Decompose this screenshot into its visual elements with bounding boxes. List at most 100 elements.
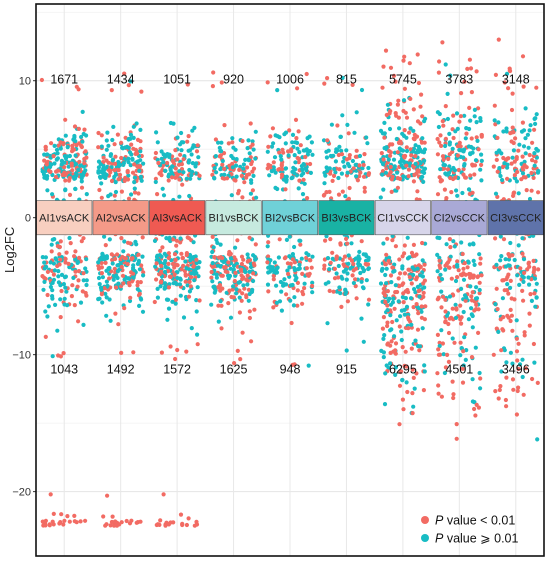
data-point [411, 107, 416, 112]
data-point [532, 360, 537, 365]
data-point [393, 283, 398, 288]
data-point [83, 290, 88, 296]
data-point [401, 133, 407, 138]
data-point [415, 119, 421, 124]
data-point [343, 287, 348, 292]
data-point [56, 274, 61, 279]
data-point [520, 154, 525, 159]
data-point [390, 300, 395, 305]
data-point [501, 315, 506, 320]
data-point [419, 92, 424, 97]
data-point [418, 104, 423, 109]
down-count-label: 1625 [220, 363, 248, 377]
data-point [302, 286, 307, 291]
data-point [64, 250, 69, 255]
data-point [534, 112, 539, 117]
data-point [194, 260, 199, 266]
data-point [523, 136, 528, 141]
data-point [477, 252, 482, 257]
data-point [134, 520, 139, 525]
data-point [329, 122, 334, 127]
data-point [40, 274, 45, 279]
data-point [363, 252, 368, 257]
data-point [234, 163, 239, 168]
data-point [286, 153, 291, 158]
data-point [439, 394, 444, 399]
data-point [415, 189, 420, 194]
data-point [388, 328, 393, 333]
data-point [447, 265, 452, 270]
y-tick-label: −20 [12, 487, 31, 499]
data-point [456, 268, 461, 273]
data-point [474, 307, 479, 312]
data-point [170, 164, 175, 169]
data-point [96, 263, 101, 268]
data-point [106, 267, 111, 272]
data-point [415, 266, 420, 271]
data-point [364, 278, 369, 283]
data-point [226, 273, 231, 278]
up-count-label: 1671 [50, 72, 78, 86]
data-point [442, 163, 448, 168]
data-point [467, 57, 472, 62]
data-point [70, 143, 75, 148]
data-point [153, 176, 158, 181]
data-point [385, 236, 390, 241]
data-point [195, 332, 200, 337]
data-point [330, 256, 335, 261]
data-point [414, 277, 419, 282]
data-point [222, 172, 227, 177]
data-point [339, 148, 344, 153]
data-point [104, 522, 109, 527]
data-point [269, 144, 275, 149]
data-point [292, 295, 297, 300]
data-point [357, 256, 362, 261]
data-point [513, 136, 518, 141]
data-point [179, 130, 184, 136]
data-point [285, 268, 290, 273]
data-point [345, 271, 350, 276]
data-point [292, 362, 297, 367]
data-point [193, 171, 198, 176]
data-point [297, 262, 302, 267]
data-point [385, 303, 390, 308]
data-point [459, 321, 464, 326]
data-point [393, 341, 399, 346]
data-point [461, 172, 466, 177]
data-point [381, 336, 386, 341]
data-point [402, 271, 408, 276]
data-point [50, 296, 55, 301]
data-point [266, 144, 271, 149]
data-point [510, 193, 516, 198]
data-point [522, 330, 527, 335]
data-point [58, 297, 63, 302]
data-point [534, 281, 539, 286]
data-point [246, 287, 251, 292]
data-point [292, 171, 297, 176]
data-point [408, 296, 414, 301]
data-point [462, 293, 468, 298]
data-point [287, 265, 292, 270]
data-point [136, 191, 141, 196]
data-point [217, 145, 222, 150]
data-point [479, 152, 484, 157]
data-point [502, 288, 507, 293]
data-point [184, 176, 189, 181]
data-point [96, 165, 101, 170]
data-point [340, 75, 345, 80]
data-point [308, 161, 313, 167]
data-point [279, 162, 284, 167]
data-point [155, 286, 160, 291]
data-point [360, 166, 365, 171]
data-point [301, 177, 306, 182]
data-point [155, 140, 160, 145]
data-point [161, 160, 166, 165]
data-point [514, 412, 520, 417]
data-point [395, 170, 400, 175]
data-point [338, 134, 343, 139]
data-point [467, 191, 472, 197]
data-point [381, 241, 386, 246]
data-point [210, 84, 215, 89]
data-point [440, 341, 445, 346]
data-point [534, 295, 539, 300]
